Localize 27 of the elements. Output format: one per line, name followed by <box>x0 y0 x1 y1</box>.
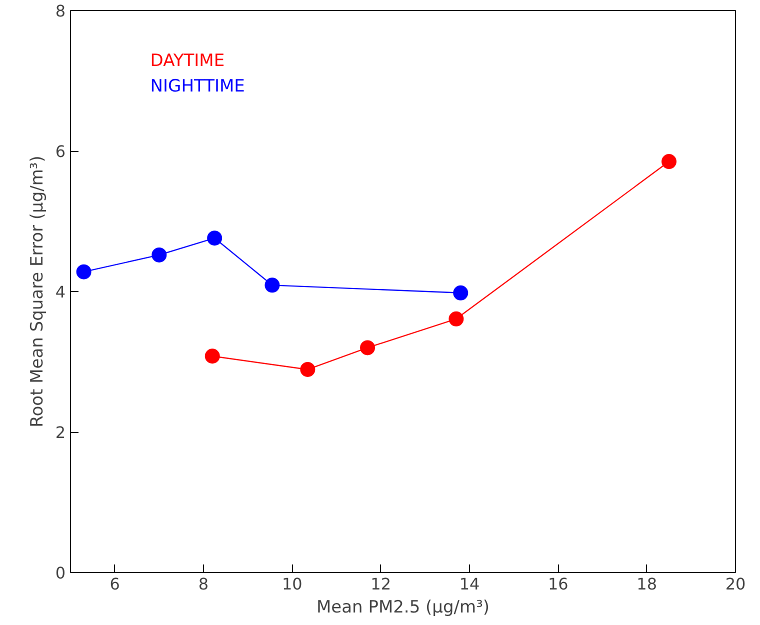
y-tick-label: 2 <box>55 423 66 442</box>
x-tick-label: 10 <box>282 574 302 594</box>
y-axis-title: Root Mean Square Error (μg/m³) <box>27 156 48 428</box>
point <box>662 154 676 170</box>
text: NIGHTTIME <box>150 76 245 96</box>
point <box>204 348 220 364</box>
x-tick-label: 16 <box>548 574 568 594</box>
text: DAYTIME <box>150 51 225 72</box>
point <box>264 278 280 293</box>
point <box>360 340 376 356</box>
point <box>207 230 222 246</box>
y-tick-label: 8 <box>55 2 66 20</box>
x-tick-label: 8 <box>198 574 209 594</box>
point <box>448 311 464 326</box>
x-tick-label: 20 <box>725 574 746 594</box>
point <box>76 264 92 280</box>
y-tick-label: 0 <box>55 564 66 582</box>
y-tick-label: 6 <box>55 142 66 161</box>
y-tick-label: 4 <box>55 282 66 302</box>
point <box>300 362 316 377</box>
x-tick-label: 6 <box>110 574 120 594</box>
x-tick-label: 14 <box>459 574 480 594</box>
point <box>453 285 468 300</box>
x-tick-label: 12 <box>370 574 392 594</box>
point <box>152 247 167 262</box>
x-tick-label: 18 <box>636 574 658 594</box>
x-axis-title: Mean PM2.5 (μg/m³) <box>316 598 490 618</box>
